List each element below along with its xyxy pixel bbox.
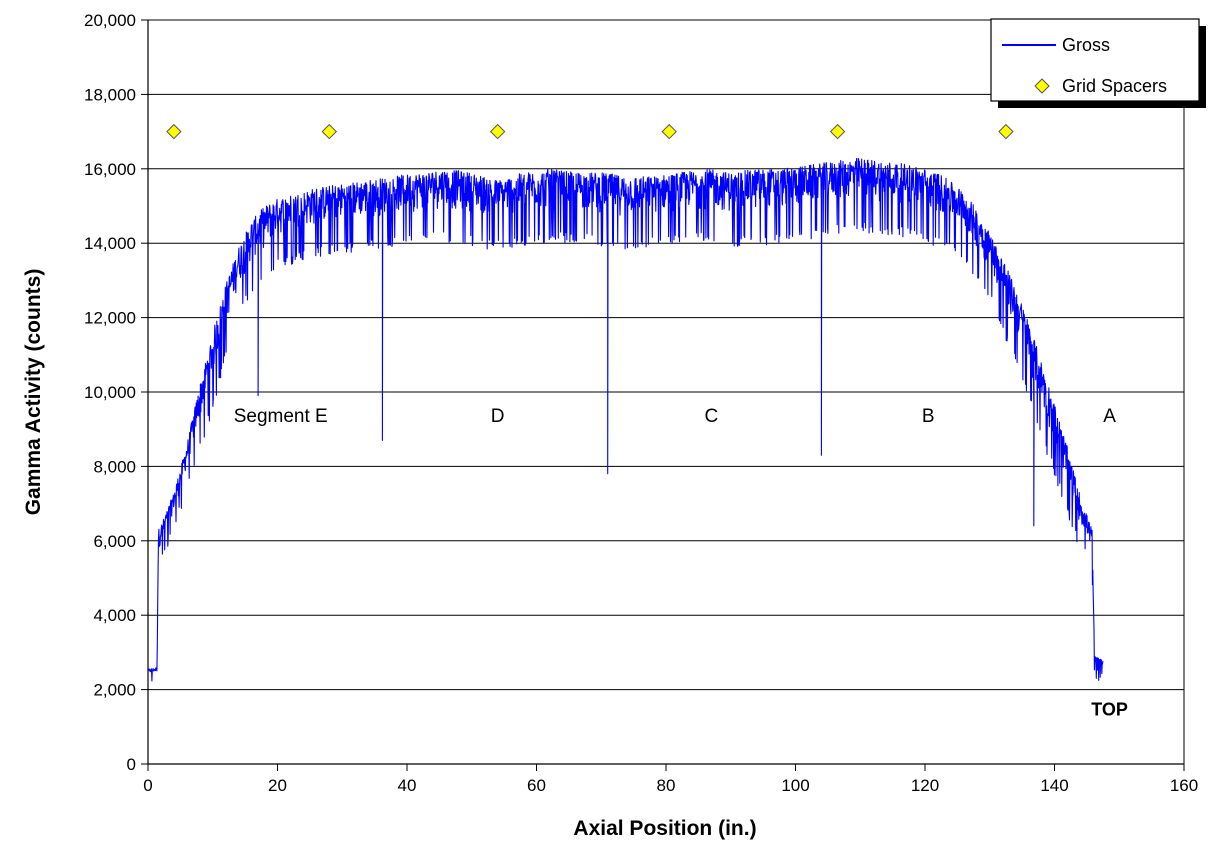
gridlines — [148, 19, 1184, 691]
legend-gross-label: Gross — [1062, 35, 1110, 55]
y-tick-label-6: 12,000 — [84, 309, 136, 328]
legend-grid-spacers-label: Grid Spacers — [1062, 76, 1167, 96]
segment-annotations: Segment E D C B A TOP — [234, 406, 1128, 720]
grid-spacer-marker-3 — [661, 123, 677, 140]
x-tick-label-4: 80 — [657, 776, 676, 795]
grid-spacer-marker-5 — [998, 123, 1014, 140]
x-tick-label-2: 40 — [398, 776, 417, 795]
annotation-5: TOP — [1091, 700, 1128, 720]
x-tick-label-5: 100 — [781, 776, 809, 795]
gross-line — [147, 158, 1104, 682]
grid-spacer-markers — [166, 123, 1014, 140]
annotation-0: Segment E — [234, 406, 328, 427]
y-tick-label-5: 10,000 — [84, 383, 136, 402]
x-tick-label-3: 60 — [527, 776, 546, 795]
x-tick-label-0: 0 — [143, 776, 152, 795]
grid-spacer-marker-0 — [166, 123, 182, 140]
legend-grid-spacers-swatch — [1034, 78, 1050, 94]
grid-spacer-marker-4 — [829, 123, 846, 140]
legend-box — [990, 18, 1200, 102]
y-axis-title: Gamma Activity (counts) — [22, 269, 45, 516]
gross-series — [147, 158, 1104, 682]
y-tick-label-4: 8,000 — [93, 457, 136, 476]
tick-labels: 0 20 40 60 80 100 120 140 160 0 2,000 4,000 6,000 8,0… — [84, 11, 1198, 795]
annotation-4: A — [1103, 406, 1116, 427]
legend: Gross Grid Spacers — [990, 18, 1206, 108]
grid-spacer-marker-2 — [489, 123, 506, 140]
x-tick-label-7: 140 — [1040, 776, 1068, 795]
y-tick-label-10: 20,000 — [84, 11, 136, 30]
annotation-2: C — [704, 406, 718, 427]
y-tick-label-1: 2,000 — [93, 681, 136, 700]
x-axis-title: Axial Position (in.) — [573, 817, 756, 840]
y-tick-label-0: 0 — [127, 755, 136, 774]
x-tick-label-8: 160 — [1170, 776, 1198, 795]
x-tick-label-1: 20 — [268, 776, 287, 795]
y-tick-label-8: 16,000 — [84, 160, 136, 179]
y-tick-label-7: 14,000 — [84, 234, 136, 253]
y-tick-label-2: 4,000 — [93, 606, 136, 625]
x-tick-label-6: 120 — [911, 776, 939, 795]
y-tick-label-9: 18,000 — [84, 85, 136, 104]
y-tick-label-3: 6,000 — [93, 532, 136, 551]
annotation-3: B — [922, 406, 935, 427]
grid-spacer-marker-1 — [321, 123, 338, 140]
annotation-1: D — [491, 406, 505, 427]
